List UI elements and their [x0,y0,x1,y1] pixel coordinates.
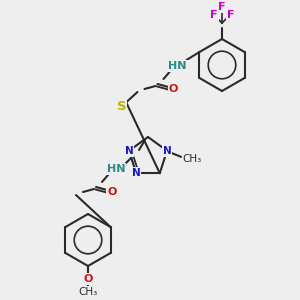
Text: HN: HN [168,61,187,71]
Text: HN: HN [107,164,125,174]
Text: F: F [210,10,218,20]
Text: N: N [132,168,141,178]
Text: N: N [163,146,171,156]
Text: N: N [124,146,134,156]
Text: S: S [117,100,126,112]
Text: CH₃: CH₃ [182,154,202,164]
Text: O: O [169,84,178,94]
Text: F: F [227,10,235,20]
Text: O: O [83,274,93,284]
Text: O: O [107,187,117,197]
Text: CH₃: CH₃ [78,287,98,297]
Text: F: F [218,2,226,12]
